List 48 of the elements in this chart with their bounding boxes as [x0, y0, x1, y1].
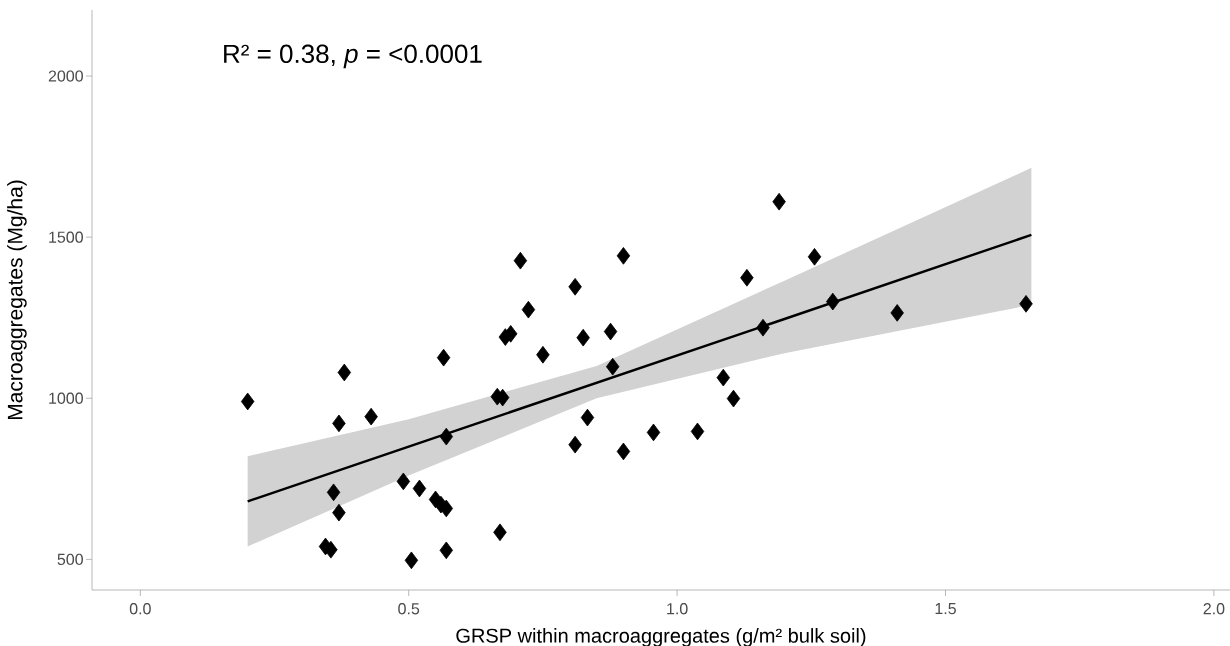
point [337, 363, 351, 382]
point [326, 483, 341, 502]
point [740, 268, 754, 287]
point [616, 442, 631, 461]
point [364, 407, 378, 426]
point [404, 551, 419, 570]
x-tick-label: 0.0 [129, 603, 151, 615]
point [726, 389, 741, 408]
y-tick-label: 1500 [49, 231, 83, 243]
point [756, 318, 770, 337]
y-tick-label: 2000 [48, 70, 83, 82]
x-tick-label: 1.5 [935, 603, 956, 615]
point [332, 414, 346, 433]
x-tick-label: 2.0 [1203, 603, 1225, 615]
point [568, 277, 582, 296]
point [504, 325, 518, 343]
point [332, 503, 346, 522]
y-axis-title: Macroaggregates (Mg/ha) [7, 180, 27, 420]
point [646, 423, 661, 442]
point [436, 348, 451, 367]
point [568, 435, 582, 454]
point [576, 328, 590, 347]
y-tick-label: 500 [57, 553, 83, 566]
point [439, 427, 453, 446]
point [521, 300, 536, 319]
x-axis-title: GRSP within macroaggregates (g/m² bulk soil) [456, 628, 866, 646]
point [240, 392, 255, 411]
point [396, 472, 411, 491]
point [616, 247, 631, 265]
x-tick-label: 1.0 [667, 603, 688, 615]
point [1019, 295, 1033, 313]
annotation: R² = 0.38, p = <0.0001 [224, 44, 482, 69]
point [513, 251, 528, 270]
point [580, 408, 595, 427]
point [439, 541, 453, 560]
point [772, 192, 786, 211]
point [493, 523, 507, 542]
point [605, 357, 620, 376]
point [412, 479, 427, 498]
point [690, 422, 705, 441]
point [826, 292, 840, 311]
point [603, 322, 618, 341]
y-tick-label: 1000 [49, 392, 83, 404]
point [807, 248, 822, 266]
point [716, 368, 730, 387]
point [890, 304, 904, 322]
point [536, 345, 550, 364]
x-tick-label: 0.5 [398, 603, 420, 615]
